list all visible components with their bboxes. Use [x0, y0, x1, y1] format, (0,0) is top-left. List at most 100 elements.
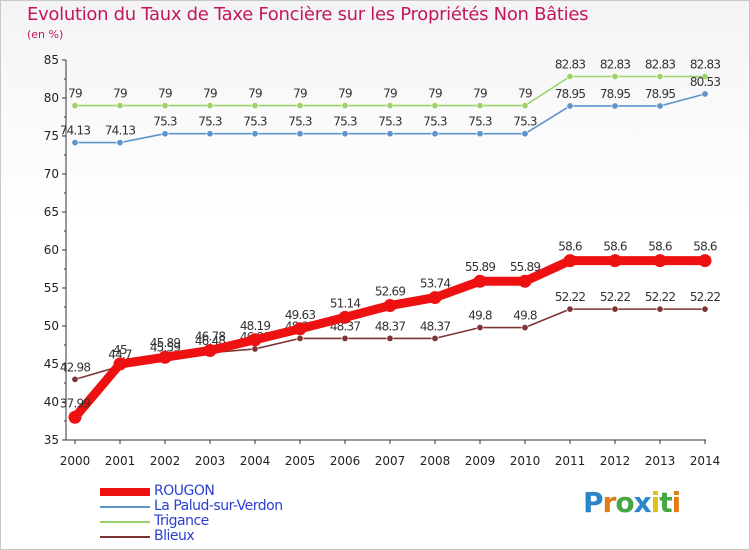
- data-point: [563, 254, 577, 268]
- legend-label-blieux: Blieux: [154, 528, 195, 544]
- proxiti-logo: Proxiti: [583, 486, 681, 519]
- data-point: [566, 102, 574, 110]
- y-tick-label: 65: [44, 205, 59, 219]
- chart-subtitle: (en %): [27, 28, 64, 41]
- x-tick-label: 2004: [240, 454, 271, 468]
- data-point: [476, 102, 484, 110]
- data-point: [71, 102, 79, 110]
- data-point: [296, 102, 304, 110]
- data-label: 75.3: [243, 115, 267, 129]
- data-point: [521, 324, 529, 332]
- data-point: [701, 90, 709, 98]
- x-tick-label: 2000: [60, 454, 91, 468]
- legend-swatch-la-palud: [100, 506, 150, 508]
- data-point: [113, 357, 127, 371]
- data-label: 52.22: [555, 290, 586, 304]
- legend-label-trigance: Trigance: [154, 513, 209, 529]
- y-tick-label: 85: [44, 53, 59, 67]
- data-point: [203, 343, 217, 357]
- x-tick-label: 2012: [600, 454, 631, 468]
- data-point: [476, 130, 484, 138]
- data-point: [383, 299, 397, 313]
- x-tick-label: 2013: [645, 454, 676, 468]
- data-label: 79: [293, 87, 307, 101]
- data-point: [521, 130, 529, 138]
- y-tick-label: 70: [44, 167, 59, 181]
- x-tick-label: 2010: [510, 454, 541, 468]
- x-tick-label: 2002: [150, 454, 181, 468]
- data-point: [698, 254, 712, 268]
- data-point: [656, 72, 664, 80]
- data-label: 75.3: [378, 115, 402, 129]
- data-label: 78.95: [600, 87, 631, 101]
- data-point: [701, 72, 709, 80]
- x-tick-label: 2003: [195, 454, 226, 468]
- data-label: 44.7: [108, 347, 132, 361]
- data-point: [296, 334, 304, 342]
- data-label: 52.22: [690, 290, 721, 304]
- data-label: 80.53: [690, 75, 721, 89]
- data-label: 79: [518, 87, 532, 101]
- data-point: [68, 410, 82, 424]
- data-point: [386, 102, 394, 110]
- data-point: [566, 305, 574, 313]
- y-tick-label: 45: [44, 357, 59, 371]
- data-point: [653, 254, 667, 268]
- data-label: 79: [158, 87, 172, 101]
- data-point: [251, 345, 259, 353]
- data-label: 52.22: [600, 290, 631, 304]
- data-point: [431, 102, 439, 110]
- data-point: [293, 322, 307, 336]
- data-label: 82.83: [555, 57, 586, 71]
- data-point: [566, 72, 574, 80]
- data-point: [431, 130, 439, 138]
- x-tick-label: 2008: [420, 454, 451, 468]
- y-tick-label: 75: [44, 129, 59, 143]
- data-point: [386, 334, 394, 342]
- data-point: [206, 130, 214, 138]
- data-point: [206, 102, 214, 110]
- data-point: [341, 130, 349, 138]
- data-point: [611, 102, 619, 110]
- data-point: [656, 305, 664, 313]
- data-point: [431, 334, 439, 342]
- data-point: [248, 333, 262, 347]
- data-point: [71, 375, 79, 383]
- data-label: 58.6: [603, 240, 627, 254]
- legend-label-la-palud: La Palud-sur-Verdon: [154, 498, 283, 514]
- data-label: 45.59: [150, 341, 181, 355]
- data-label: 75.3: [153, 115, 177, 129]
- data-point: [611, 305, 619, 313]
- legend-swatch-blieux: [100, 536, 150, 538]
- data-point: [428, 291, 442, 305]
- x-tick-label: 2009: [465, 454, 496, 468]
- x-tick-label: 2014: [690, 454, 721, 468]
- data-label: 79: [68, 87, 82, 101]
- data-label: 78.95: [555, 87, 586, 101]
- data-point: [116, 102, 124, 110]
- data-label: 49.8: [513, 309, 537, 323]
- data-point: [473, 274, 487, 288]
- x-tick-label: 2001: [105, 454, 136, 468]
- legend-swatch-trigance: [100, 521, 150, 523]
- data-label: 42.98: [60, 360, 91, 374]
- data-label: 48.19: [240, 319, 271, 333]
- data-point: [161, 102, 169, 110]
- y-tick-label: 60: [44, 243, 59, 257]
- data-point: [521, 102, 529, 110]
- data-label: 78.95: [645, 87, 676, 101]
- data-label: 45.89: [150, 336, 181, 350]
- data-label: 75.3: [333, 115, 357, 129]
- data-label: 79: [473, 87, 487, 101]
- data-point: [476, 324, 484, 332]
- data-label: 79: [338, 87, 352, 101]
- data-point: [251, 130, 259, 138]
- data-label: 74.13: [60, 124, 91, 138]
- data-point: [608, 254, 622, 268]
- data-label: 58.6: [693, 240, 717, 254]
- data-point: [341, 102, 349, 110]
- legend-label-rougon: ROUGON: [154, 483, 215, 499]
- data-label: 49.8: [468, 309, 492, 323]
